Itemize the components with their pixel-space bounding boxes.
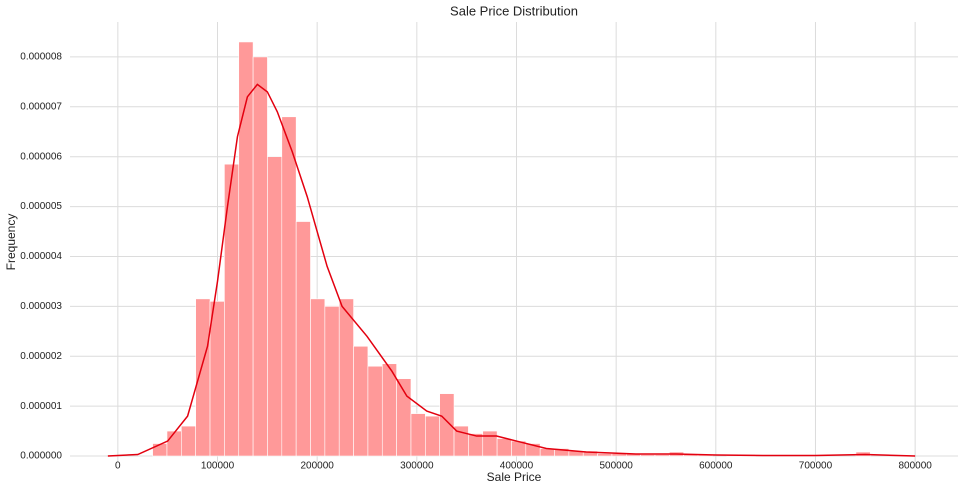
bar [209,301,225,457]
y-tick-label: 0.000003 [20,301,62,312]
y-tick-label: 0.000001 [20,401,62,412]
y-tick-label: 0.000005 [20,201,62,212]
bar [310,298,326,457]
bar [381,363,397,457]
x-tick-label: 300000 [400,461,434,472]
bar [295,221,311,457]
bar [195,298,211,457]
bar [482,430,498,457]
bar [181,425,196,457]
bar [353,345,369,457]
x-tick-label: 100000 [201,461,235,472]
y-tick-label: 0.000002 [20,351,62,362]
bar [281,116,297,457]
bar [496,438,512,457]
x-tick-label: 800000 [898,461,932,472]
bar [324,306,340,457]
bar [468,433,484,457]
y-axis-label: Frequency [4,214,18,271]
bar [166,430,182,457]
bar [439,393,455,457]
bar [597,453,613,457]
bar [267,156,283,457]
y-tick-label: 0.000007 [20,101,62,112]
bar [410,413,426,457]
y-tick-label: 0.000008 [20,52,62,63]
y-tick-label: 0.000006 [20,151,62,162]
chart-title: Sale Price Distribution [450,3,578,18]
y-tick-label: 0.000004 [20,251,62,262]
x-tick-label: 700000 [799,461,833,472]
bar [425,415,440,457]
bar [252,56,268,457]
bar [338,298,354,457]
x-tick-label: 500000 [599,461,633,472]
x-tick-label: 0 [115,461,121,472]
y-tick-label: 0.000000 [20,451,62,462]
x-tick-label: 600000 [699,461,733,472]
x-axis-label: Sale Price [487,470,542,484]
kde-line [107,83,916,457]
x-tick-label: 200000 [300,461,334,472]
x-tick-label: 400000 [500,461,534,472]
bar [367,365,383,457]
